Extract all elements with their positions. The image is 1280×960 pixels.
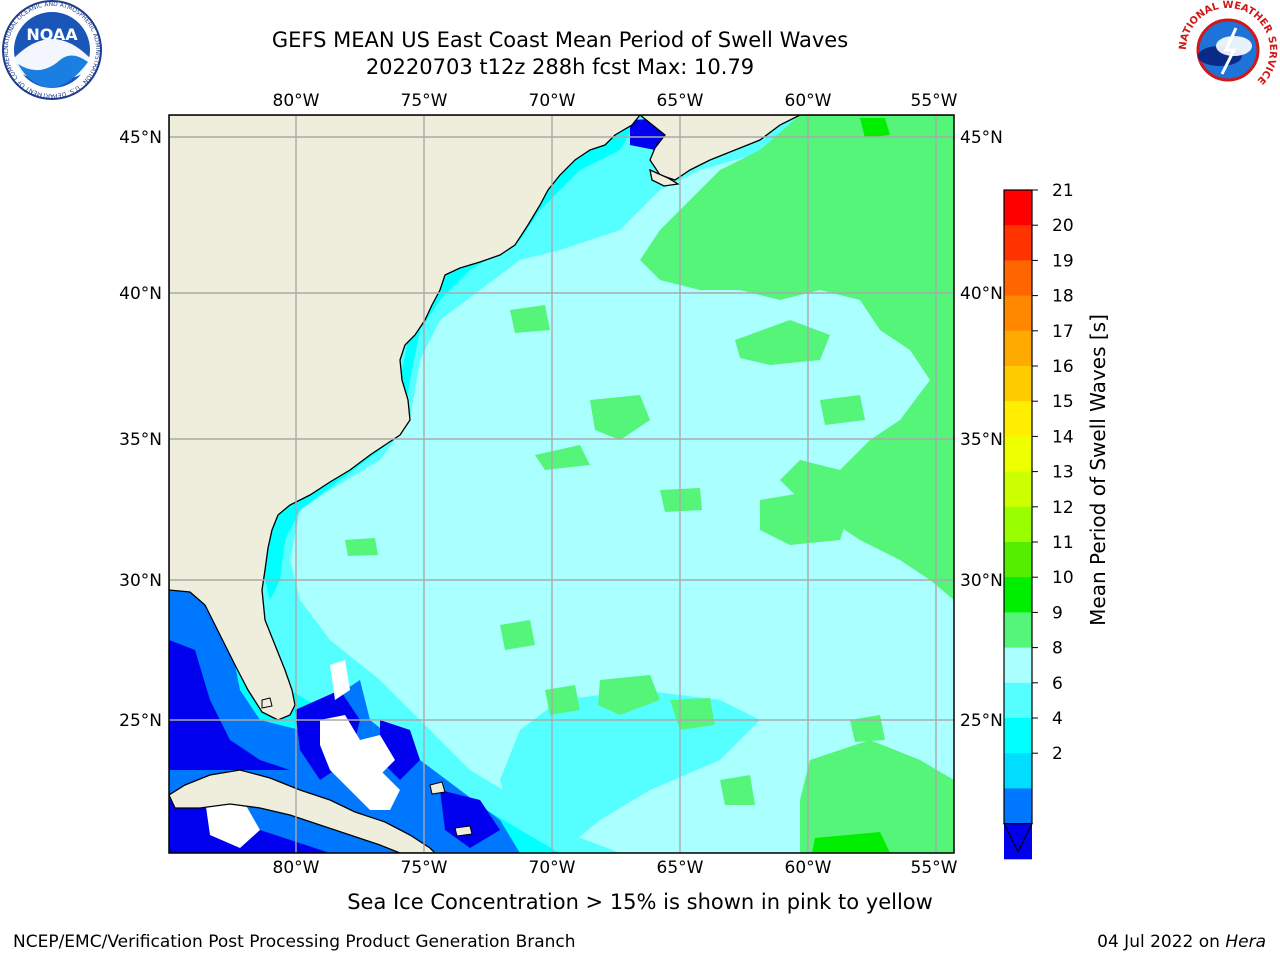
swell-10-11s-patches xyxy=(812,118,890,853)
colorbar-swatch xyxy=(1004,471,1032,508)
lat-label: 35°N xyxy=(119,430,162,450)
lon-label: 55°W xyxy=(911,858,958,878)
colorbar-swatch xyxy=(1004,542,1032,578)
lon-label: 55°W xyxy=(911,91,958,111)
lon-label: 65°W xyxy=(657,858,704,878)
colorbar-tick-label: 10 xyxy=(1052,568,1074,588)
colorbar-tick-label: 18 xyxy=(1052,287,1074,307)
lon-label: 70°W xyxy=(529,91,576,111)
footer-credit: NCEP/EMC/Verification Post Processing Pr… xyxy=(13,932,576,952)
lat-label: 45°N xyxy=(960,128,1003,148)
lat-label: 25°N xyxy=(119,711,162,731)
land-mass xyxy=(169,115,954,853)
lat-label: 30°N xyxy=(119,571,162,591)
colorbar-tick-label: 15 xyxy=(1052,392,1074,412)
map-area xyxy=(169,115,954,853)
colorbar-tick-label: 14 xyxy=(1052,427,1074,447)
colorbar-tick-label: 11 xyxy=(1052,533,1074,553)
colorbar-swatch xyxy=(1004,506,1032,543)
colorbar-swatch xyxy=(1004,612,1032,649)
islands xyxy=(261,697,473,837)
colorbar-title: Mean Period of Swell Waves [s] xyxy=(1086,314,1110,626)
colorbar-swatch xyxy=(1004,330,1032,367)
colorbar-swatch xyxy=(1004,366,1032,402)
colorbar-tick-label: 19 xyxy=(1052,251,1074,271)
colorbar-tick-label: 2 xyxy=(1052,744,1063,764)
noaa-logo-text: NOAA xyxy=(26,25,78,44)
lat-label: 40°N xyxy=(119,284,162,304)
colorbar-swatch xyxy=(1004,401,1032,437)
lon-label: 70°W xyxy=(529,858,576,878)
colorbar-tick-label: 13 xyxy=(1052,463,1074,483)
map-frame xyxy=(168,114,955,854)
lon-label: 80°W xyxy=(273,858,320,878)
lon-labels-bottom: 80°W 75°W 70°W 65°W 60°W 55°W xyxy=(273,858,958,878)
colorbar-swatch xyxy=(1004,647,1032,684)
lon-label: 75°W xyxy=(401,91,448,111)
forecast-info: 20220703 t12z 288h fcst Max: 10.79 xyxy=(365,55,755,79)
page-title: GEFS MEAN US East Coast Mean Period of S… xyxy=(271,28,849,52)
sea-ice-note: Sea Ice Concentration > 15% is shown in … xyxy=(347,890,933,914)
colorbar-tick-label: 4 xyxy=(1052,709,1063,729)
colorbar-tick-label: 21 xyxy=(1052,181,1074,201)
lon-label: 65°W xyxy=(657,91,704,111)
colorbar-tick-label: 12 xyxy=(1052,498,1074,518)
lon-label: 80°W xyxy=(273,91,320,111)
lon-label: 60°W xyxy=(785,91,832,111)
colorbar-tick-label: 20 xyxy=(1052,216,1074,236)
footer-date: 04 Jul 2022 on Hera xyxy=(1097,932,1266,952)
colorbar-tick-label: 16 xyxy=(1052,357,1074,377)
colorbar-swatch xyxy=(1004,260,1032,297)
colorbar-tick-label: 9 xyxy=(1052,603,1063,623)
colorbar-swatch xyxy=(1004,225,1032,261)
colorbar: 21 20 19 18 17 16 15 14 13 12 11 10 9 8 6 4 2 xyxy=(1003,181,1074,860)
lat-labels-left: 45°N 40°N 35°N 30°N 25°N xyxy=(119,128,162,731)
colorbar-swatch xyxy=(1004,577,1032,613)
colorbar-swatch xyxy=(1004,682,1032,719)
graticule xyxy=(169,115,954,853)
lat-label: 35°N xyxy=(960,430,1003,450)
lat-labels-right: 45°N 40°N 35°N 30°N 25°N xyxy=(960,128,1003,731)
noaa-logo: NOAA NATIONAL OCEANIC AND ATMOSPHERIC AD… xyxy=(0,0,102,100)
colorbar-swatch xyxy=(1004,436,1032,473)
colorbar-tick-label: 6 xyxy=(1052,674,1063,694)
colorbar-tick-label: 8 xyxy=(1052,639,1063,659)
footer-system: Hera xyxy=(1225,932,1266,952)
no-data-areas xyxy=(205,660,400,848)
lon-label: 75°W xyxy=(401,858,448,878)
colorbar-swatch xyxy=(1004,788,1032,825)
lat-label: 30°N xyxy=(960,571,1003,591)
lon-label: 60°W xyxy=(785,858,832,878)
lon-labels-top: 80°W 75°W 70°W 65°W 60°W 55°W xyxy=(273,91,958,111)
colorbar-swatch xyxy=(1004,718,1032,754)
colorbar-swatch xyxy=(1004,295,1032,332)
lat-label: 25°N xyxy=(960,711,1003,731)
footer-date-text: 04 Jul 2022 on xyxy=(1097,932,1220,952)
nws-logo: NATIONAL WEATHER SERVICE xyxy=(1178,0,1278,98)
colorbar-swatch xyxy=(1004,190,1032,226)
lat-label: 40°N xyxy=(960,284,1003,304)
swell-9-10s-patches xyxy=(345,115,954,853)
colorbar-tick-label: 17 xyxy=(1052,322,1074,342)
colorbar-swatch xyxy=(1004,753,1032,789)
lat-label: 45°N xyxy=(119,128,162,148)
